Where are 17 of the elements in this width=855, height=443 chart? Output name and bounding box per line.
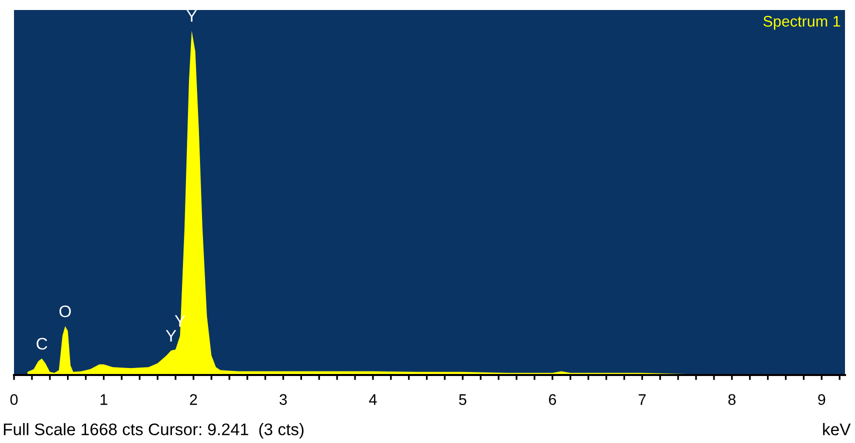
annotation: Y [186,10,197,22]
annotation: Y [166,330,176,342]
x-tick-label: 1 [100,394,108,405]
x-tick-label: 6 [548,394,556,405]
x-tick-label: 8 [728,394,736,405]
x-tick-label: 2 [190,394,197,405]
x-tick-label: 7 [638,394,646,405]
text: Full Scale 1668 cts Cursor: 9.241 (3 cts) [4,423,304,439]
x-tick-label: 9 [818,394,826,405]
x-tick-label: 4 [369,394,377,405]
x-axis-title: keV [823,423,851,436]
annotation: O [59,305,71,318]
x-tick-label: 5 [459,394,466,405]
x-tick-label: 3 [280,394,287,405]
annotation: C [36,338,48,350]
x-tick-label: 0 [10,394,18,405]
text: Spectrum 1 [763,16,840,30]
